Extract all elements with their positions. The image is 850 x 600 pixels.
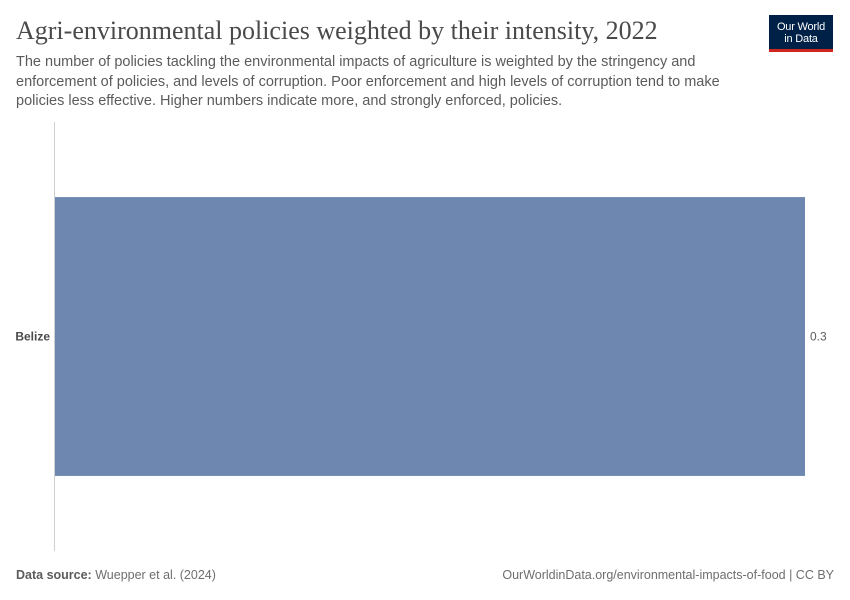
logo-line-2: in Data — [784, 33, 818, 45]
data-source[interactable]: Data source: Wuepper et al. (2024) — [16, 568, 216, 582]
data-source-label: Data source: — [16, 568, 92, 582]
value-label: 0.3 — [810, 330, 827, 344]
data-source-value: Wuepper et al. (2024) — [95, 568, 216, 582]
bars-group: Belize 0.3 — [15, 197, 827, 476]
logo-line-1: Our World — [776, 21, 826, 33]
category-label: Belize — [15, 330, 50, 344]
owid-logo[interactable]: Our World in Data — [769, 15, 833, 52]
url-license[interactable]: OurWorldinData.org/environmental-impacts… — [502, 568, 834, 582]
chart-subtitle: The number of policies tackling the envi… — [16, 54, 720, 109]
chart-title: Agri-environmental policies weighted by … — [16, 16, 658, 45]
bar-belize[interactable] — [55, 197, 805, 476]
